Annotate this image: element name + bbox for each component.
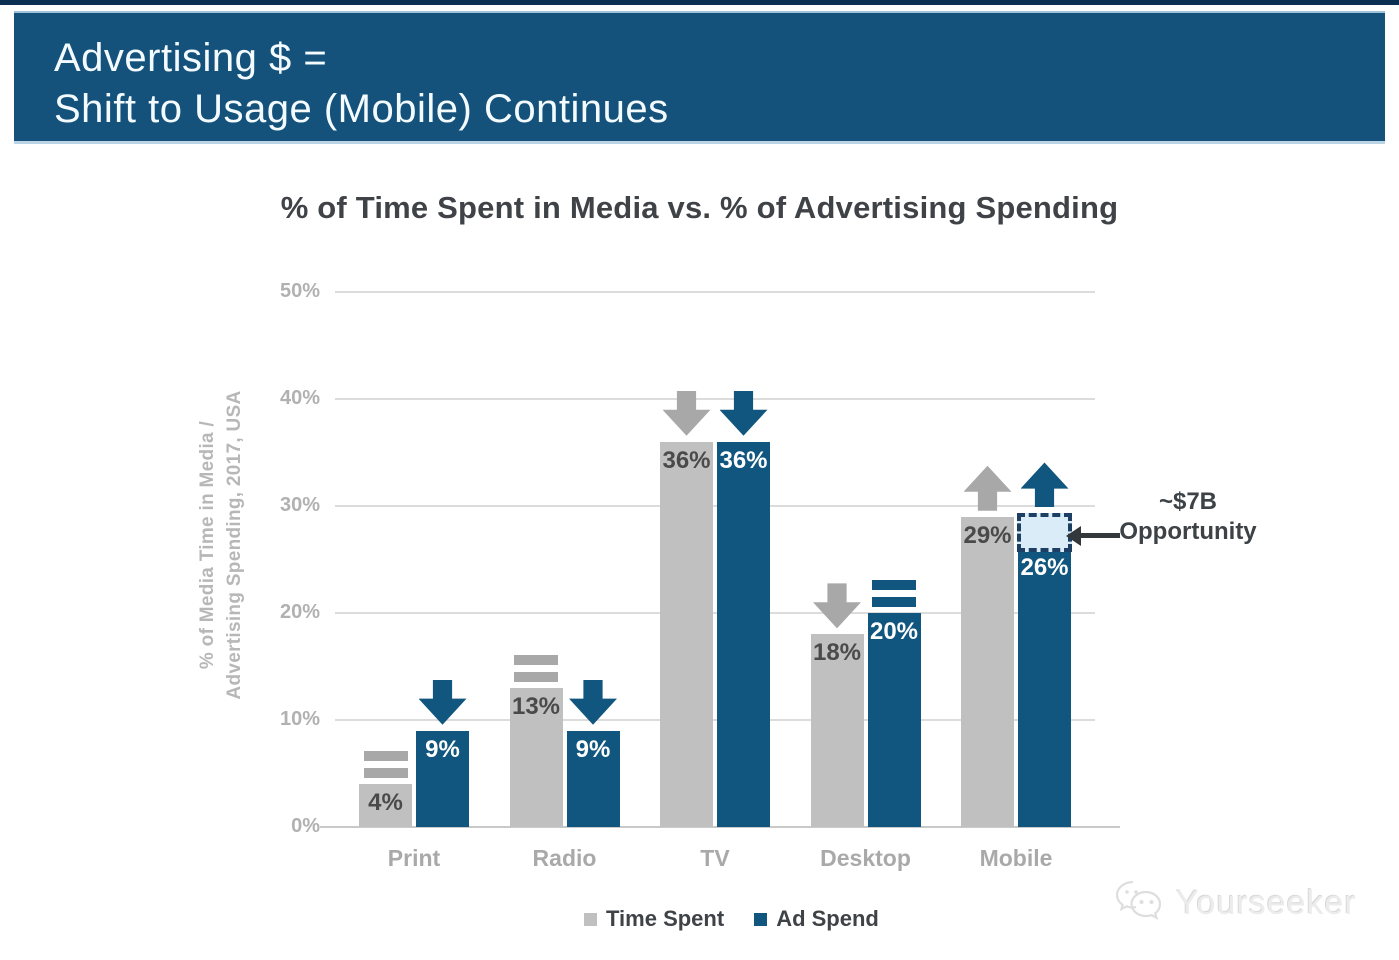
bar-ad-spend-tv: 36% [717, 442, 770, 827]
y-tick-label: 20% [279, 601, 320, 623]
opportunity-gap-box [1017, 513, 1072, 552]
header-banner: Advertising $ = Shift to Usage (Mobile) … [14, 11, 1385, 141]
y-axis-label-line1: % of Media Time in Media / [197, 420, 218, 670]
watermark: Yourseeker [1112, 878, 1357, 928]
gridline [335, 398, 1095, 400]
banner-title-line2: Shift to Usage (Mobile) Continues [54, 87, 669, 131]
y-tick-label: 30% [279, 494, 320, 516]
bar-ad-spend-mobile: 26% [1018, 549, 1071, 827]
y-tick-label: 40% [279, 387, 320, 409]
bar-value-label-time-spent-mobile: 29% [963, 522, 1012, 549]
trend-down-arrow-icon [813, 583, 861, 629]
trend-equal-bar [363, 768, 408, 779]
gridline [335, 291, 1095, 293]
category-label-mobile: Mobile [979, 845, 1053, 871]
bar-value-label-time-spent-desktop: 18% [812, 639, 862, 666]
y-axis-label-line2: Advertising Spending, 2017, USA [224, 390, 245, 700]
trend-down-arrow-icon [569, 679, 617, 725]
bar-time-spent-desktop: 18% [810, 634, 864, 827]
trend-equal-icon [514, 654, 558, 682]
bar-time-spent-radio: 13% [509, 688, 563, 827]
bar-ad-spend-desktop: 20% [867, 613, 921, 827]
bar-ad-spend-radio: 9% [566, 731, 620, 827]
category-label-print: Print [387, 845, 441, 871]
bar-ad-spend-print: 9% [416, 731, 469, 827]
opportunity-annotation: ~$7B Opportunity [1118, 487, 1258, 547]
watermark-text: Yourseeker [1176, 883, 1357, 922]
y-axis-label: % of Media Time in Media / Advertising S… [194, 315, 250, 775]
bar-value-label-time-spent-radio: 13% [511, 693, 561, 720]
category-label-radio: Radio [532, 845, 597, 871]
annotation-arrow-icon [1066, 526, 1081, 546]
bar-value-label-ad-spend-mobile: 26% [1020, 554, 1069, 581]
gridline [335, 505, 1095, 507]
trend-equal-bar [872, 597, 916, 607]
legend-item-time-spent: Time Spent [584, 906, 724, 932]
legend-swatch-ad-spend [754, 912, 768, 926]
trend-equal-bar [514, 671, 558, 682]
trend-down-arrow-icon [418, 679, 467, 725]
y-tick-label: 0% [291, 815, 320, 837]
chart-title: % of Time Spent in Media vs. % of Advert… [280, 190, 1119, 225]
chart-legend: Time Spent Ad Spend [584, 906, 879, 932]
banner-title-line1: Advertising $ = [54, 36, 328, 80]
bar-time-spent-tv: 36% [660, 442, 713, 827]
x-axis-line [320, 826, 1120, 828]
bar-value-label-ad-spend-radio: 9% [575, 736, 611, 763]
legend-item-ad-spend: Ad Spend [754, 906, 879, 932]
top-strip [0, 0, 1399, 5]
gridline [335, 719, 1095, 721]
trend-equal-bar [363, 751, 408, 762]
trend-equal-icon [872, 580, 916, 607]
chat-bubbles-icon [1115, 880, 1162, 921]
bar-value-label-ad-spend-desktop: 20% [869, 618, 919, 645]
bar-value-label-ad-spend-tv: 36% [719, 447, 768, 474]
bar-value-label-time-spent-print: 4% [368, 789, 403, 816]
category-label-tv: TV [700, 845, 730, 871]
gridline [335, 612, 1095, 614]
y-tick-label: 50% [279, 280, 320, 302]
category-label-desktop: Desktop [820, 845, 911, 871]
annotation-arrow-line [1080, 533, 1120, 538]
bar-time-spent-mobile: 29% [961, 517, 1014, 827]
trend-equal-icon [363, 751, 408, 779]
trend-up-arrow-icon [963, 465, 1012, 511]
legend-label-time-spent: Time Spent [606, 906, 725, 931]
bar-value-label-time-spent-tv: 36% [662, 447, 711, 474]
opportunity-annotation-line1: ~$7B [1158, 488, 1218, 515]
legend-label-ad-spend: Ad Spend [776, 906, 879, 931]
legend-swatch-time-spent [584, 912, 597, 926]
trend-equal-bar [514, 654, 558, 665]
y-tick-label: 10% [279, 708, 320, 730]
trend-equal-bar [872, 580, 916, 590]
opportunity-annotation-line2: Opportunity [1119, 518, 1257, 545]
bar-value-label-ad-spend-print: 9% [425, 736, 460, 763]
bar-time-spent-print: 4% [359, 784, 412, 827]
trend-up-arrow-icon [1020, 462, 1069, 508]
plot-area: 0% 10% 20% 30% 40% 50% Print Radio TV Desktop Mobi… [280, 280, 1120, 871]
